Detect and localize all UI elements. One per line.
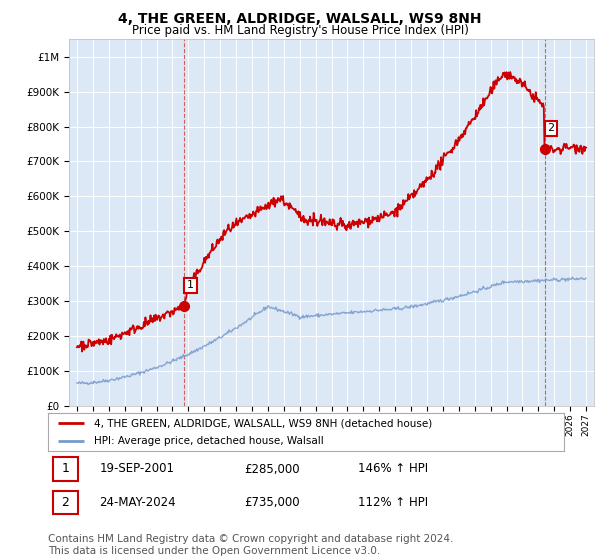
Text: 4, THE GREEN, ALDRIDGE, WALSALL, WS9 8NH (detached house): 4, THE GREEN, ALDRIDGE, WALSALL, WS9 8NH… xyxy=(94,418,433,428)
Text: 1: 1 xyxy=(62,463,70,475)
Text: 2: 2 xyxy=(547,123,554,133)
Text: 2: 2 xyxy=(62,496,70,509)
Text: 24-MAY-2024: 24-MAY-2024 xyxy=(100,496,176,509)
Text: Contains HM Land Registry data © Crown copyright and database right 2024.
This d: Contains HM Land Registry data © Crown c… xyxy=(48,534,454,556)
Text: £285,000: £285,000 xyxy=(244,463,300,475)
Text: £735,000: £735,000 xyxy=(244,496,300,509)
Text: 4, THE GREEN, ALDRIDGE, WALSALL, WS9 8NH: 4, THE GREEN, ALDRIDGE, WALSALL, WS9 8NH xyxy=(118,12,482,26)
Text: HPI: Average price, detached house, Walsall: HPI: Average price, detached house, Wals… xyxy=(94,436,324,446)
Text: 19-SEP-2001: 19-SEP-2001 xyxy=(100,463,175,475)
Text: Price paid vs. HM Land Registry's House Price Index (HPI): Price paid vs. HM Land Registry's House … xyxy=(131,24,469,36)
Text: 146% ↑ HPI: 146% ↑ HPI xyxy=(358,463,428,475)
Text: 1: 1 xyxy=(187,281,194,291)
Text: 112% ↑ HPI: 112% ↑ HPI xyxy=(358,496,428,509)
FancyBboxPatch shape xyxy=(53,458,78,480)
FancyBboxPatch shape xyxy=(53,491,78,514)
